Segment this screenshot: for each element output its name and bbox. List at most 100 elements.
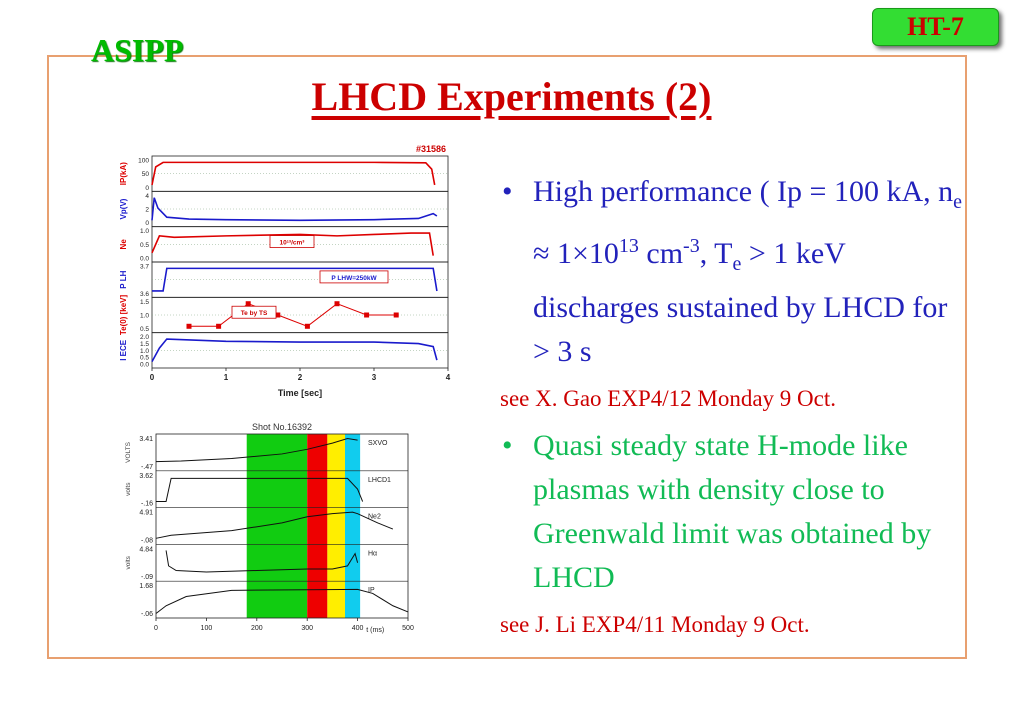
- x-tick-label: 200: [251, 625, 263, 632]
- b1-sup-minus3: -3: [683, 235, 700, 257]
- bullet-dot: •: [502, 429, 513, 462]
- te-data-point: [245, 301, 251, 307]
- y-tick-label: 0: [145, 220, 149, 227]
- y-tick-label: 1.0: [140, 228, 149, 235]
- b1-sub-e2: e: [732, 253, 742, 275]
- panel-ylabel: Ne: [119, 239, 128, 250]
- panel-name-bg: [364, 547, 400, 558]
- bullet-quasi-steady: • Quasi steady state H-mode like plasmas…: [500, 424, 970, 600]
- ht7-badge: HT-7: [872, 8, 999, 46]
- b1-sup-13: 13: [618, 235, 639, 257]
- x-tick-label: 500: [402, 625, 414, 632]
- y-tick-label: 1.0: [140, 313, 149, 320]
- x-tick-label: 100: [201, 625, 213, 632]
- bullet2-text: Quasi steady state H-mode like plasmas w…: [533, 429, 932, 594]
- series-line: [151, 161, 436, 186]
- x-tick-label: 0: [150, 373, 155, 382]
- panel-ylabel: IP(kA): [119, 162, 128, 185]
- y-bottom-label: -.47: [141, 464, 153, 471]
- series-line: [156, 477, 364, 503]
- reference-gao: see X. Gao EXP4/12 Monday 9 Oct.: [500, 386, 837, 411]
- annotation-box: [231, 305, 277, 319]
- y-tick-label: 0.5: [140, 242, 149, 249]
- bullet-dot: •: [502, 175, 513, 208]
- te-data-point: [186, 323, 192, 329]
- slide-title: LHCD Experiments (2): [311, 74, 712, 119]
- panel-name: IP: [368, 587, 375, 594]
- panel-name: SXVO: [368, 440, 388, 447]
- x-axis-label: Time [sec]: [278, 388, 322, 398]
- annotation-box: [319, 270, 389, 284]
- plot-frame: [155, 433, 409, 619]
- highlight-band: [327, 434, 345, 618]
- te-series-line: [189, 303, 397, 327]
- y-tick-label: 4: [145, 193, 149, 200]
- x-tick-label: 2: [298, 373, 303, 382]
- panel-name-bg: [364, 473, 400, 484]
- y-tick-label: 1.5: [140, 341, 149, 348]
- y-top-label: 3.41: [139, 436, 153, 443]
- y-bottom-label: -.08: [141, 537, 153, 544]
- y-bottom-label: -.16: [141, 501, 153, 508]
- x-axis-label: t (ms): [366, 627, 384, 634]
- te-data-point: [304, 323, 310, 329]
- annotation-label: Te by TS: [241, 310, 268, 317]
- panel-name-bg: [364, 510, 400, 521]
- panel-ylabel: P LH: [119, 270, 128, 288]
- panel-ylabel: VOLTS: [125, 441, 132, 462]
- annotation-label: 10¹³/cm³: [280, 240, 306, 247]
- x-tick-label: 400: [352, 625, 364, 632]
- y-tick-label: 3.7: [140, 264, 149, 271]
- y-tick-label: 100: [138, 158, 149, 165]
- x-tick-label: 300: [301, 625, 313, 632]
- panel-ylabel: I ECE: [119, 339, 128, 361]
- panel-ylabel: Te(0) [keV]: [119, 295, 128, 336]
- annotation-box: [269, 235, 315, 248]
- y-top-label: 4.84: [139, 546, 153, 553]
- y-tick-label: 1.0: [140, 348, 149, 355]
- bullet-high-performance: • High performance ( Ip = 100 kA, ne ≈ 1…: [500, 170, 970, 374]
- series-line: [151, 232, 434, 256]
- series-line: [165, 550, 359, 573]
- panel-name-bg: [364, 584, 400, 595]
- x-tick-label: 4: [446, 373, 451, 382]
- te-data-point: [216, 323, 222, 329]
- shot-title: Shot No.16392: [252, 422, 312, 432]
- series-line: [151, 338, 438, 362]
- slide-frame: [47, 55, 967, 659]
- x-tick-label: 0: [154, 625, 158, 632]
- y-tick-label: 0.5: [140, 355, 149, 362]
- annotation-label: P LHW=250kW: [331, 275, 377, 282]
- series-line: [155, 588, 409, 614]
- y-tick-label: 0.5: [140, 326, 149, 333]
- y-tick-label: 2: [145, 207, 149, 214]
- reference-li: see J. Li EXP4/11 Monday 9 Oct.: [500, 612, 810, 637]
- x-tick-label: 1: [224, 373, 229, 382]
- te-data-point: [334, 301, 340, 307]
- shot-16392-chart: Shot No.16392 3.41 -.47 VOLTS SXVO 3.62 -.16 vo…: [125, 422, 414, 634]
- series-line: [155, 438, 358, 463]
- bullet-list: • High performance ( Ip = 100 kA, ne ≈ 1…: [500, 170, 970, 650]
- y-top-label: 3.62: [139, 473, 153, 480]
- bullet1-text: High performance ( Ip = 100 kA, ne ≈ 1×1…: [533, 175, 962, 368]
- b1-part: ≈ 1×10: [533, 237, 619, 270]
- y-tick-label: 1.5: [140, 299, 149, 306]
- y-bottom-label: -.09: [141, 574, 153, 581]
- asipp-logo: ASIPP: [91, 32, 184, 68]
- y-tick-label: 0.0: [140, 256, 149, 263]
- b1-sub-e: e: [953, 191, 963, 213]
- panel-name: Hα: [368, 550, 377, 557]
- panel-name-bg: [364, 437, 400, 447]
- panel-ylabel: volts: [125, 482, 132, 496]
- panel-name: LHCD1: [368, 477, 391, 484]
- y-top-label: 4.91: [139, 510, 153, 517]
- panel-ylabel: Vp(V): [119, 198, 128, 219]
- highlight-band: [246, 434, 308, 618]
- te-data-point: [393, 312, 399, 318]
- highlight-band: [307, 434, 328, 618]
- y-top-label: 1.68: [139, 583, 153, 590]
- b1-part: , T: [699, 237, 733, 270]
- series-line: [155, 511, 394, 539]
- y-tick-label: 50: [142, 171, 150, 178]
